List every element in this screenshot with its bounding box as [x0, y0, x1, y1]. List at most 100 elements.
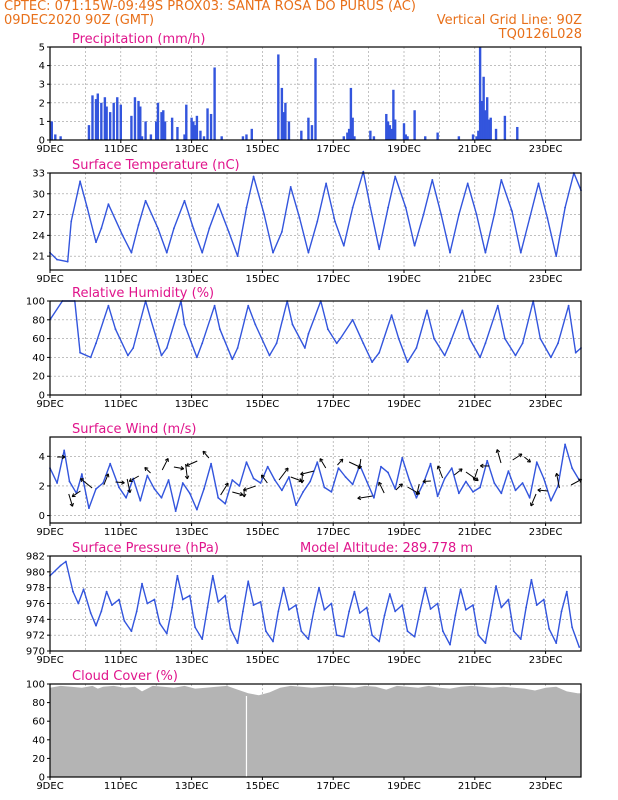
pres-data-point	[141, 582, 143, 585]
pres-data-point	[247, 580, 250, 583]
temp-data-point	[511, 210, 513, 213]
x-tick-label: 23DEC	[529, 274, 563, 285]
pres-data-point	[578, 646, 581, 648]
wind-arrow-head	[129, 489, 132, 493]
y-tick-label: 30	[32, 189, 45, 200]
y-tick-label: 2	[39, 98, 45, 109]
x-tick-label: 13DEC	[175, 274, 209, 285]
temp-data-point	[280, 230, 283, 233]
wind-arrow-head	[180, 466, 185, 470]
pres-data-point	[472, 604, 474, 606]
pres-data-point	[477, 634, 480, 637]
panel-wind: 0 2 4 9DEC 11DEC 13DEC 15DEC 17DEC 19DEC 21DEC 23D…	[36, 422, 582, 538]
x-tick-label: 9DEC	[36, 527, 63, 538]
precip-bar	[133, 97, 137, 140]
wind-arrow	[319, 458, 327, 469]
temp-data-point	[537, 182, 540, 185]
rh-data-point	[231, 358, 234, 361]
precip-bar	[351, 117, 354, 140]
y-tick-label: 60	[32, 334, 45, 345]
precip-bar	[386, 121, 390, 140]
pres-data-point	[512, 630, 515, 633]
header-station-line: CPTEC: 071:15W-09:49S PROX03: SANTA ROSA…	[4, 0, 416, 14]
x-tick-label: 23DEC	[529, 527, 563, 538]
pres-data-point	[365, 606, 368, 609]
wind-arrow-head	[186, 475, 190, 480]
wind-arrow-head	[495, 449, 498, 454]
panel-frame	[49, 46, 582, 141]
precip-bar	[503, 115, 507, 140]
precip-bar	[388, 125, 392, 140]
wind-data-point	[266, 465, 269, 468]
rh-data-point	[415, 347, 418, 349]
pres-data-point	[288, 608, 290, 611]
temp-data-point	[236, 255, 239, 258]
y-tick-label: 0	[39, 391, 45, 402]
wind-arrow	[278, 467, 289, 481]
x-tick-label: 15DEC	[246, 399, 280, 410]
pres-data-point	[242, 610, 244, 613]
wind-arrow-head	[357, 497, 362, 501]
wind-arrow-head	[530, 503, 535, 507]
x-tick-label: 13DEC	[175, 144, 209, 155]
precip-bar	[482, 76, 485, 140]
pres-data-point	[489, 614, 492, 617]
wind-data-point	[217, 496, 220, 499]
precip-bar	[342, 136, 346, 140]
pres-data-point	[348, 610, 351, 613]
pres-series-line	[49, 560, 580, 648]
temp-data-point	[528, 217, 531, 219]
wind-arrow-head	[242, 487, 247, 491]
rh-data-point	[503, 337, 506, 340]
wind-arrow-head	[301, 479, 305, 484]
wind-arrow-head	[378, 481, 383, 485]
rh-data-point	[539, 337, 542, 340]
precip-bar	[112, 102, 115, 140]
x-tick-label: 19DEC	[387, 781, 421, 792]
wind-data-point	[535, 461, 538, 464]
precip-bar	[116, 97, 119, 140]
pres-data-point	[105, 590, 108, 593]
temp-data-point	[564, 206, 566, 209]
x-tick-label: 9DEC	[36, 655, 63, 666]
pres-data-point	[342, 635, 345, 638]
rh-data-point	[449, 342, 451, 345]
rh-data-point	[236, 347, 239, 349]
wind-arrow	[115, 481, 125, 484]
wind-data-point	[387, 471, 389, 474]
pres-data-point	[224, 594, 227, 597]
wind-data-point	[139, 499, 142, 502]
precip-bar	[155, 121, 158, 140]
wind-data-point	[80, 473, 83, 475]
y-tick-label: 21	[32, 252, 45, 263]
wind-arrow-head	[357, 495, 361, 499]
y-tick-label: 0	[39, 511, 45, 522]
precip-bar	[100, 102, 103, 140]
temp-data-point	[79, 180, 81, 183]
wind-arrow-head	[579, 479, 583, 483]
pres-data-point	[371, 634, 374, 637]
precip-bar	[284, 102, 287, 140]
precip-bar	[103, 97, 107, 140]
wind-data-point	[56, 482, 58, 484]
precip-bar	[487, 119, 491, 140]
precip-bar	[149, 134, 153, 140]
precip-bar	[87, 125, 91, 140]
wind-arrow	[126, 478, 131, 493]
temp-data-point	[475, 213, 478, 216]
wind-arrow	[437, 465, 444, 479]
wind-arrow-head	[476, 477, 479, 481]
wind-arrow	[243, 485, 256, 491]
temp-data-point	[217, 203, 220, 206]
pres-data-point	[335, 634, 338, 637]
wind-data-point	[380, 465, 382, 468]
pres-data-point	[89, 612, 92, 614]
y-tick-label: 60	[32, 717, 45, 728]
y-tick-label: 3	[39, 80, 45, 91]
panel-temp: 21 24 27 30 33 9DEC 11DEC 13DEC 15DEC 17DEC 19DEC 2…	[32, 158, 582, 285]
pres-data-point	[211, 574, 214, 577]
wind-data-point	[63, 449, 66, 452]
x-tick-label: 15DEC	[246, 781, 280, 792]
pres-data-point	[265, 630, 267, 633]
wind-data-point	[167, 479, 170, 481]
